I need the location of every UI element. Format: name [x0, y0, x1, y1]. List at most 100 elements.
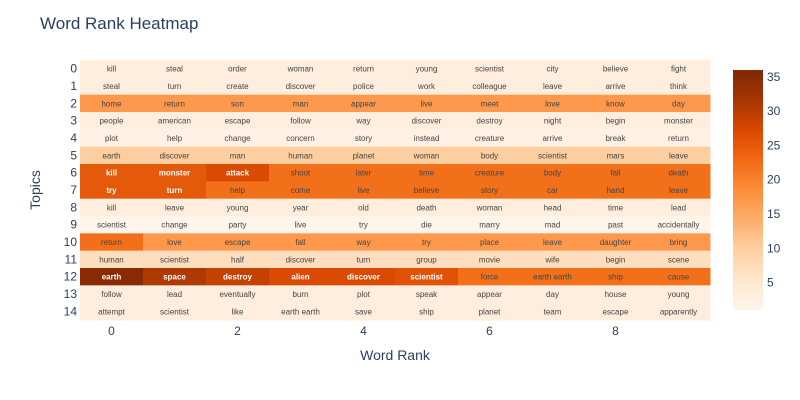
heatmap-cell-4-5 — [395, 129, 459, 148]
chart-title: Word Rank Heatmap — [40, 14, 198, 33]
cell-word-label: earth earth — [533, 273, 572, 282]
heatmap-cell-5-5 — [395, 146, 459, 165]
heatmap-cell-9-1 — [143, 216, 207, 234]
cell-word-label: half — [231, 255, 245, 264]
heatmap-cell-10-6 — [458, 233, 522, 252]
cell-word-label: way — [355, 117, 370, 126]
cell-word-label: past — [608, 221, 624, 230]
heatmap-cell-12-3 — [269, 268, 333, 286]
heatmap-cell-9-3 — [269, 216, 333, 234]
heatmap-cell-13-1 — [143, 285, 207, 304]
cell-word-label: scientist — [538, 151, 568, 160]
cell-word-label: old — [358, 203, 369, 212]
cell-word-label: love — [545, 99, 560, 108]
heatmap-cell-2-9 — [647, 94, 711, 113]
cell-word-label: eventually — [219, 290, 255, 299]
cell-word-label: turn — [168, 82, 182, 91]
cell-word-label: creature — [475, 134, 505, 143]
heatmap-cell-11-4 — [332, 250, 396, 269]
cell-word-label: daughter — [600, 238, 632, 247]
cell-word-label: arrive — [605, 82, 626, 91]
heatmap-cell-11-5 — [395, 250, 459, 269]
y-axis-title: Topics — [27, 170, 43, 210]
heatmap-cell-12-7 — [521, 268, 585, 286]
cell-word-label: place — [480, 238, 500, 247]
heatmap-cell-1-8 — [584, 77, 648, 96]
heatmap-cell-7-2 — [206, 181, 270, 200]
heatmap-cell-1-2 — [206, 77, 270, 96]
heatmap-cell-13-9 — [647, 285, 711, 304]
colorbar-tick-label: 5 — [767, 276, 774, 290]
heatmap-cell-8-5 — [395, 198, 459, 217]
heatmap-cell-7-0 — [80, 181, 144, 200]
cell-word-label: plot — [357, 290, 371, 299]
cell-word-label: plot — [105, 134, 119, 143]
y-tick-label: 4 — [70, 131, 77, 145]
cell-word-label: appear — [477, 290, 502, 299]
heatmap-cell-9-4 — [332, 216, 396, 234]
cell-word-label: return — [353, 65, 374, 74]
cell-word-label: return — [164, 99, 185, 108]
cell-word-label: meet — [481, 99, 500, 108]
heatmap-cell-1-1 — [143, 77, 207, 96]
heatmap-cell-8-3 — [269, 198, 333, 217]
heatmap-cell-8-6 — [458, 198, 522, 217]
cell-word-label: escape — [603, 307, 629, 316]
cell-word-label: fight — [671, 65, 687, 74]
y-tick-label: 9 — [70, 218, 77, 232]
y-tick-label: 14 — [64, 304, 78, 318]
cell-word-label: live — [357, 186, 370, 195]
heatmap-cell-10-4 — [332, 233, 396, 252]
cell-word-label: earth earth — [281, 307, 320, 316]
cell-word-label: like — [231, 307, 244, 316]
cell-word-label: man — [293, 99, 309, 108]
heatmap-cell-6-8 — [584, 164, 648, 182]
cell-word-label: live — [294, 221, 307, 230]
heatmap-cell-1-4 — [332, 77, 396, 96]
cell-word-label: people — [99, 117, 124, 126]
cell-word-label: scientist — [97, 221, 127, 230]
cell-word-label: order — [228, 65, 247, 74]
heatmap-cell-2-5 — [395, 94, 459, 113]
cell-word-label: believe — [603, 65, 629, 74]
cell-word-label: discover — [412, 117, 442, 126]
heatmap-cell-14-2 — [206, 302, 270, 321]
y-tick-label: 10 — [64, 235, 78, 249]
heatmap-cell-14-0 — [80, 302, 144, 321]
colorbar-tick-label: 25 — [767, 138, 781, 152]
heatmap-cell-11-8 — [584, 250, 648, 269]
x-tick-label: 2 — [234, 324, 241, 338]
heatmap-cell-4-8 — [584, 129, 648, 148]
heatmap-cell-3-6 — [458, 112, 522, 130]
heatmap-cell-11-2 — [206, 250, 270, 269]
cell-word-label: scientist — [160, 255, 190, 264]
cell-word-label: leave — [669, 186, 689, 195]
cell-word-label: body — [481, 151, 498, 160]
heatmap-cell-12-4 — [332, 268, 396, 286]
heatmap-cell-12-5 — [395, 268, 459, 286]
heatmap-cell-13-2 — [206, 285, 270, 304]
heatmap-cell-12-0 — [80, 268, 144, 286]
cell-word-label: change — [161, 221, 188, 230]
y-tick-label: 7 — [70, 183, 77, 197]
heatmap-cell-12-1 — [143, 268, 207, 286]
heatmap-cell-10-8 — [584, 233, 648, 252]
cell-word-label: return — [668, 134, 689, 143]
heatmap-cell-9-9 — [647, 216, 711, 234]
cell-word-label: save — [355, 307, 372, 316]
cell-word-label: earth — [102, 151, 120, 160]
cell-word-label: steal — [103, 82, 120, 91]
heatmap-cell-2-1 — [143, 94, 207, 113]
cell-word-label: ship — [419, 307, 434, 316]
cell-word-label: steal — [166, 65, 183, 74]
heatmap-cell-1-0 — [80, 77, 144, 96]
cell-word-label: monster — [664, 117, 693, 126]
cell-word-label: try — [422, 238, 431, 247]
x-tick-label: 8 — [612, 324, 619, 338]
y-tick-label: 12 — [64, 270, 78, 284]
heatmap-cell-4-2 — [206, 129, 270, 148]
heatmap-cell-8-0 — [80, 198, 144, 217]
cell-word-label: turn — [167, 186, 183, 195]
heatmap-cell-1-6 — [458, 77, 522, 96]
